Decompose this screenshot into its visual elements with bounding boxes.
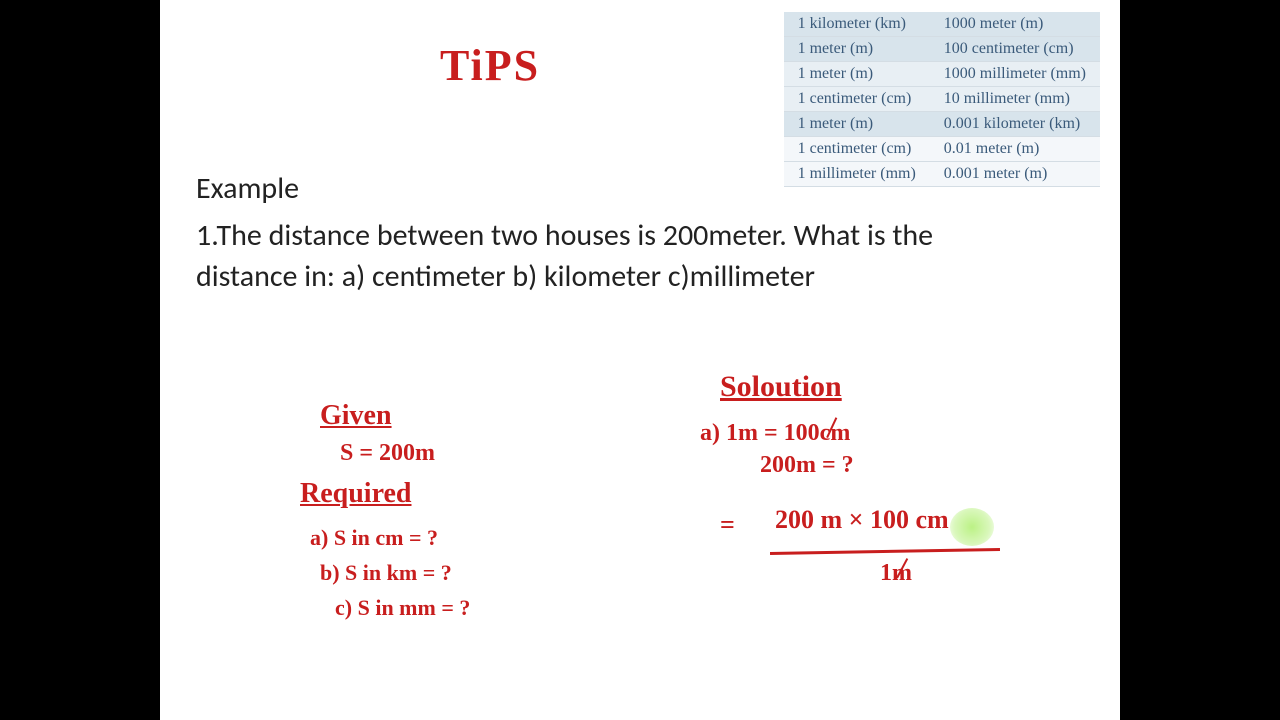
- table-cell-unit: 1 millimeter (mm): [784, 162, 930, 187]
- required-b: b) S in km = ?: [320, 560, 452, 586]
- table-row: 1 meter (m)1000 millimeter (mm): [784, 62, 1100, 87]
- table-cell-unit: 1 meter (m): [784, 112, 930, 137]
- table-row: 1 meter (m)100 centimeter (cm): [784, 37, 1100, 62]
- table-cell-equiv: 1000 meter (m): [930, 12, 1100, 37]
- table-cell-equiv: 1000 millimeter (mm): [930, 62, 1100, 87]
- table-cell-equiv: 10 millimeter (mm): [930, 87, 1100, 112]
- solution-heading: Soloution: [720, 370, 842, 404]
- table-cell-unit: 1 meter (m): [784, 62, 930, 87]
- table-cell-equiv: 0.001 meter (m): [930, 162, 1100, 187]
- table-cell-unit: 1 meter (m): [784, 37, 930, 62]
- table-cell-equiv: 0.001 kilometer (km): [930, 112, 1100, 137]
- example-heading: Example: [196, 170, 299, 207]
- table-row: 1 millimeter (mm)0.001 meter (m): [784, 162, 1100, 187]
- conversion-table-body: 1 kilometer (km)1000 meter (m)1 meter (m…: [784, 12, 1100, 187]
- given-heading: Given: [320, 400, 392, 432]
- required-heading: Required: [300, 478, 412, 510]
- table-cell-unit: 1 kilometer (km): [784, 12, 930, 37]
- fraction-line: [770, 548, 1000, 555]
- tips-annotation: TiPS: [440, 40, 540, 91]
- required-a: a) S in cm = ?: [310, 525, 438, 551]
- solution-equals: =: [720, 510, 735, 540]
- table-cell-unit: 1 centimeter (cm): [784, 137, 930, 162]
- given-value: S = 200m: [340, 440, 435, 467]
- slide: 1 kilometer (km)1000 meter (m)1 meter (m…: [160, 0, 1120, 720]
- table-cell-equiv: 0.01 meter (m): [930, 137, 1100, 162]
- problem-text: 1.The distance between two houses is 200…: [196, 216, 996, 297]
- solution-line-a2: 200m = ?: [760, 452, 854, 479]
- conversion-table: 1 kilometer (km)1000 meter (m)1 meter (m…: [784, 12, 1100, 187]
- solution-numerator: 200 m × 100 cm: [775, 505, 949, 535]
- table-row: 1 centimeter (cm)0.01 meter (m): [784, 137, 1100, 162]
- table-row: 1 kilometer (km)1000 meter (m): [784, 12, 1100, 37]
- table-row: 1 meter (m)0.001 kilometer (km): [784, 112, 1100, 137]
- table-cell-equiv: 100 centimeter (cm): [930, 37, 1100, 62]
- table-row: 1 centimeter (cm)10 millimeter (mm): [784, 87, 1100, 112]
- required-c: c) S in mm = ?: [335, 595, 470, 621]
- table-cell-unit: 1 centimeter (cm): [784, 87, 930, 112]
- highlight-marker-icon: [950, 508, 994, 546]
